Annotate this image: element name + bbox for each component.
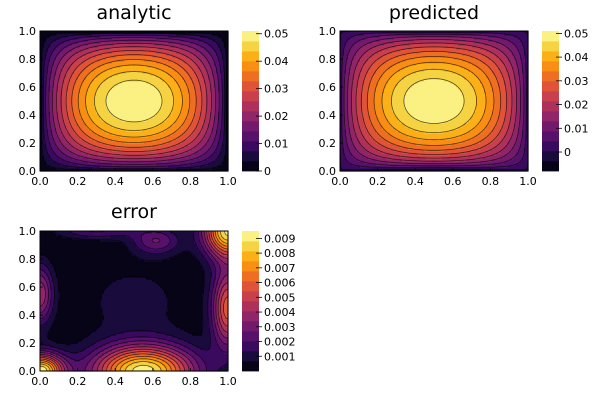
panel-analytic: analytic0.0 0.2 0.4 0.6 0.8 1.00.00.20.40.60.… [19,2,289,188]
